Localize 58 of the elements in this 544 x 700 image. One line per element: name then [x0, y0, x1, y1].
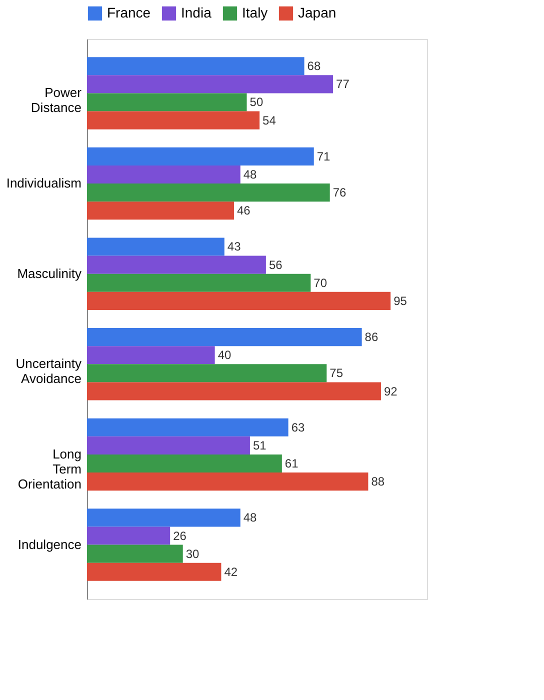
data-label: 42 — [224, 564, 238, 579]
y-tick-label: Long Term Orientation — [18, 446, 82, 492]
data-label: 51 — [252, 438, 267, 452]
data-label: 61 — [284, 456, 299, 471]
data-label: 92 — [384, 384, 398, 398]
bar — [87, 184, 330, 202]
legend-label: Italy — [242, 4, 268, 20]
y-tick-label: Masculinity — [17, 266, 82, 281]
bar — [87, 382, 381, 400]
bar — [87, 472, 368, 491]
bar — [87, 328, 362, 346]
data-label: 76 — [332, 186, 347, 200]
data-label: 71 — [316, 149, 331, 164]
bar — [87, 93, 247, 112]
data-label: 70 — [314, 276, 328, 290]
bar — [87, 526, 170, 545]
data-label: 56 — [268, 258, 283, 272]
y-tick-label: Indulgence — [18, 536, 82, 552]
data-label: 48 — [243, 510, 258, 525]
bar — [87, 238, 224, 256]
bar — [87, 57, 304, 76]
bar — [87, 274, 311, 292]
data-label: 30 — [186, 546, 200, 561]
bar — [87, 292, 391, 310]
y-tick-label: Power Distance — [30, 85, 82, 116]
legend-label: India — [181, 4, 212, 20]
data-label: 88 — [371, 474, 385, 489]
data-label: 40 — [218, 348, 232, 362]
data-label: 48 — [243, 167, 258, 182]
bar — [87, 544, 183, 563]
bar — [87, 436, 250, 454]
bar — [87, 454, 282, 473]
bar — [87, 256, 266, 274]
data-label: 50 — [250, 95, 264, 110]
legend-label: Japan — [298, 4, 336, 20]
bar — [87, 202, 234, 220]
data-label: 43 — [227, 240, 242, 254]
bar — [87, 147, 314, 166]
y-tick-label: Individualism — [6, 176, 82, 191]
bar — [87, 75, 334, 94]
bar — [87, 418, 288, 436]
data-label: 95 — [394, 294, 408, 308]
data-label: 54 — [262, 113, 276, 128]
data-label: 75 — [330, 366, 344, 380]
y-tick-label: Uncertainty Avoidance — [16, 356, 82, 386]
bar — [87, 111, 260, 130]
data-label: 77 — [336, 77, 350, 92]
bar — [87, 562, 222, 581]
data-label: 86 — [364, 330, 378, 344]
data-label: 68 — [307, 59, 321, 74]
data-label: 26 — [173, 528, 187, 543]
bar — [87, 346, 215, 364]
bar — [87, 165, 240, 184]
bar — [87, 508, 240, 527]
legend-label: France — [107, 4, 151, 20]
data-label: 46 — [236, 204, 251, 218]
data-label: 63 — [291, 420, 305, 434]
bar — [87, 364, 327, 382]
